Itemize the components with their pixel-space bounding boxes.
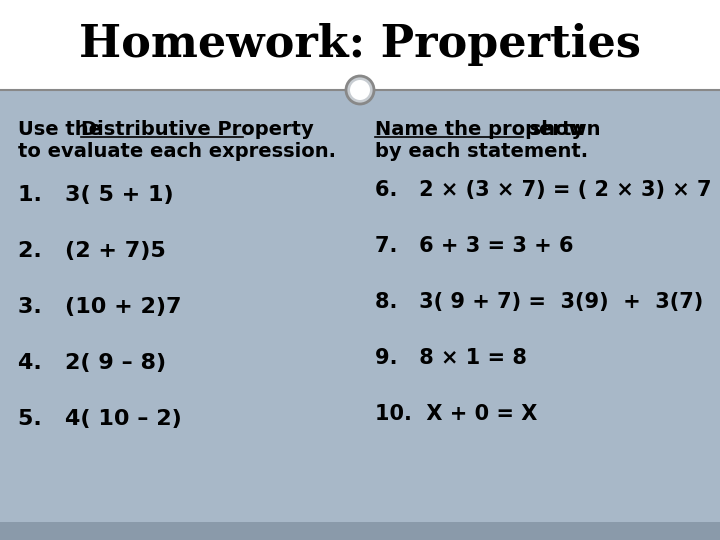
FancyBboxPatch shape xyxy=(0,0,720,90)
Text: 10.  X + 0 = X: 10. X + 0 = X xyxy=(375,404,537,424)
Circle shape xyxy=(346,76,374,104)
Text: Homework: Properties: Homework: Properties xyxy=(79,24,641,66)
Text: 9.   8 × 1 = 8: 9. 8 × 1 = 8 xyxy=(375,348,527,368)
Text: 6.   2 × (3 × 7) = ( 2 × 3) × 7: 6. 2 × (3 × 7) = ( 2 × 3) × 7 xyxy=(375,180,711,200)
Text: Use the: Use the xyxy=(18,120,109,139)
Text: 2.   (2 + 7)5: 2. (2 + 7)5 xyxy=(18,241,166,261)
Text: 7.   6 + 3 = 3 + 6: 7. 6 + 3 = 3 + 6 xyxy=(375,236,574,256)
Text: 3.   (10 + 2)7: 3. (10 + 2)7 xyxy=(18,297,181,317)
Text: 5.   4( 10 – 2): 5. 4( 10 – 2) xyxy=(18,409,181,429)
Circle shape xyxy=(350,80,370,100)
Text: by each statement.: by each statement. xyxy=(375,142,588,161)
Text: Distributive Property: Distributive Property xyxy=(81,120,314,139)
Text: 1.   3( 5 + 1): 1. 3( 5 + 1) xyxy=(18,185,174,205)
Text: 8.   3( 9 + 7) =  3(9)  +  3(7): 8. 3( 9 + 7) = 3(9) + 3(7) xyxy=(375,292,703,312)
Text: shown: shown xyxy=(523,120,600,139)
Text: to evaluate each expression.: to evaluate each expression. xyxy=(18,142,336,161)
Text: 4.   2( 9 – 8): 4. 2( 9 – 8) xyxy=(18,353,166,373)
Text: Name the property: Name the property xyxy=(375,120,584,139)
FancyBboxPatch shape xyxy=(0,522,720,540)
